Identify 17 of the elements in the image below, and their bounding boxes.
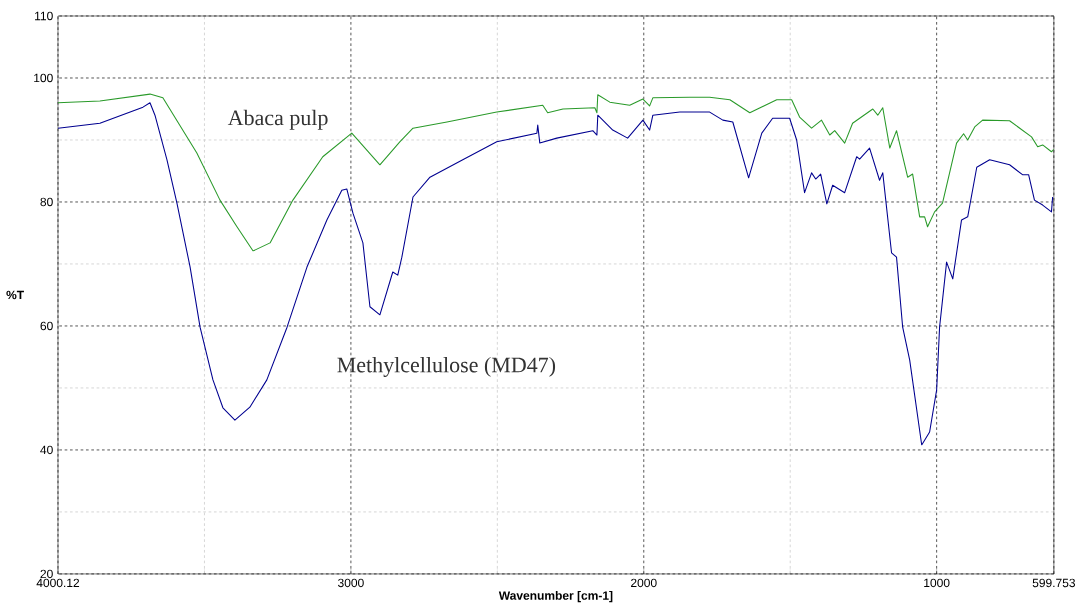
x-axis-title: Wavenumber [cm-1] [498,590,613,603]
y-tick-label: 100 [34,73,53,83]
y-tick-label: 40 [40,445,53,455]
x-tick-label: 3000 [338,578,364,588]
y-tick-label: 110 [35,11,53,21]
text: Methylcellulose (MD47) [337,356,556,377]
x-tick-label: 4000.12 [36,578,80,588]
y-tick-label: 20 [40,569,53,579]
series-label: Abaca pulp [227,109,328,130]
y-tick-label: 80 [40,197,53,207]
line-series [57,102,1054,446]
x-tick-label: 1000 [924,578,950,588]
line-series [57,93,1054,252]
y-tick-label: 60 [40,321,53,331]
y-axis-title: %T [6,290,24,300]
x-tick-label: 599.753 [1032,578,1076,588]
x-tick-label: 2000 [631,578,657,588]
